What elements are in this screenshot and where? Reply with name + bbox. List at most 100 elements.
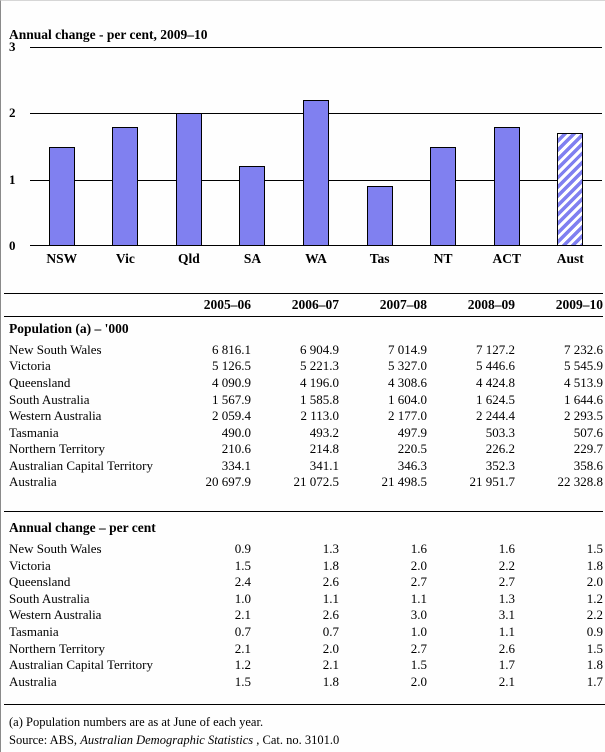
cell-value: 346.3 (397, 457, 427, 473)
cell-value: 229.7 (573, 441, 603, 457)
cell-value: 1 644.6 (564, 391, 603, 407)
bottom-rule (4, 703, 605, 705)
cell-value: 2 244.4 (476, 408, 515, 424)
cell-value: 2.4 (234, 574, 251, 590)
x-label-qld: Qld (178, 251, 200, 266)
bar-slot-wa (284, 47, 348, 246)
row-label: Victoria (9, 358, 51, 374)
table-row: Victoria 5 126.5 5 221.3 5 327.0 5 446.6 5 54… (4, 358, 603, 375)
cell-value: 214.8 (309, 441, 339, 457)
cell-value: 21 072.5 (293, 474, 340, 490)
table-section: Annual change – per cent New South Wales 0… (4, 511, 603, 704)
bar-slot-aust (539, 47, 603, 246)
cell-value: 20 697.9 (205, 474, 252, 490)
row-label: New South Wales (9, 541, 102, 557)
bar-slot-act (475, 47, 539, 246)
y-tick-label-3: 3 (9, 39, 16, 54)
cell-value: 5 446.6 (476, 358, 515, 374)
bar-sa (239, 166, 266, 246)
row-label: Northern Territory (9, 640, 105, 656)
table-row: South Australia 1 567.9 1 585.8 1 604.0 1 62… (4, 391, 603, 408)
year-header-blank-cell (4, 293, 163, 317)
cell-value: 21 498.5 (381, 474, 428, 490)
x-label-wa: WA (305, 251, 327, 266)
table-row: Victoria 1.5 1.8 2.0 2.2 1.8 (4, 557, 603, 574)
cell-value: 3.1 (498, 607, 515, 623)
cell-value: 2 293.5 (564, 408, 603, 424)
data-table: 2005–06 2006–07 2007–08 2008–09 2009–10 Popu… (4, 293, 603, 704)
bar-vic (112, 126, 139, 246)
cell-value: 6 904.9 (300, 341, 339, 357)
bar-slot-sa (221, 47, 285, 246)
cell-value: 3.0 (410, 607, 427, 623)
cell-value: 2.6 (498, 640, 515, 656)
row-label: Northern Territory (9, 441, 105, 457)
cell-value: 210.6 (221, 441, 251, 457)
row-label: Australian Capital Territory (9, 657, 153, 673)
y-tick-label-0: 0 (9, 238, 16, 253)
cell-value: 1.8 (586, 557, 603, 573)
footnotes: (a) Population numbers are as at June of… (1, 705, 605, 750)
bar-slot-vic (94, 47, 158, 246)
table-row: New South Wales 6 816.1 6 904.9 7 014.9 7 12… (4, 342, 603, 359)
bar-aust (557, 133, 584, 246)
cell-value: 4 196.0 (300, 374, 339, 390)
bar-act (493, 126, 520, 246)
cell-value: 2.1 (234, 640, 251, 656)
cell-value: 1.5 (234, 673, 251, 689)
cell-value: 507.6 (573, 424, 603, 440)
cell-value: 1.0 (410, 624, 427, 640)
cell-value: 1 624.5 (476, 391, 515, 407)
cell-value: 1.2 (234, 657, 251, 673)
cell-value: 226.2 (485, 441, 515, 457)
bar-slot-nsw (30, 47, 94, 246)
x-label-act: ACT (492, 251, 521, 266)
cell-value: 490.0 (221, 424, 251, 440)
gridline-3 (30, 47, 602, 48)
bar-wa (303, 100, 330, 246)
cell-value: 358.6 (573, 457, 603, 473)
cell-value: 7 127.2 (476, 341, 515, 357)
year-header-cell: 2007–08 (339, 293, 427, 317)
table-section: Population (a) – '000 New South Wales 6 81… (4, 317, 603, 512)
row-label: South Australia (9, 590, 90, 606)
cell-value: 1.6 (410, 541, 427, 557)
footnote-a: (a) Population numbers are as at June of… (9, 714, 264, 729)
cell-value: 2.0 (586, 574, 603, 590)
cell-value: 1.1 (498, 624, 515, 640)
table-row: Tasmania 490.0 493.2 497.9 503.3 507.6 (4, 424, 603, 441)
row-label: Western Australia (9, 408, 102, 424)
row-label: Australia (9, 673, 57, 689)
cell-value: 341.1 (309, 457, 339, 473)
x-axis-labels: NSW Vic Qld SA WA Tas NT ACT Aust (30, 246, 602, 267)
cell-value: 1.3 (498, 590, 515, 606)
cell-value: 2.7 (498, 574, 515, 590)
cell-value: 1.5 (586, 541, 603, 557)
section-header: Annual change – per cent (4, 511, 603, 541)
cell-value: 2.0 (410, 673, 427, 689)
cell-value: 1 604.0 (388, 391, 427, 407)
x-label-tas: Tas (369, 251, 390, 266)
cell-value: 2 177.0 (388, 408, 427, 424)
cell-value: 4 308.6 (388, 374, 427, 390)
cell-value: 7 014.9 (388, 341, 427, 357)
source-suffix: , Cat. no. 3101.0 (253, 733, 340, 747)
bar-nsw (48, 146, 75, 246)
cell-value: 4 090.9 (212, 374, 251, 390)
cell-value: 334.1 (221, 457, 251, 473)
cell-value: 6 816.1 (212, 341, 251, 357)
section-header-row: Population (a) – '000 (4, 317, 603, 342)
y-tick-label-1: 1 (9, 171, 16, 187)
x-label-vic: Vic (115, 251, 135, 266)
table-row: Western Australia 2.1 2.6 3.0 3.1 2.2 (4, 607, 603, 624)
cell-value: 1 585.8 (300, 391, 339, 407)
row-label: Queensland (9, 574, 71, 590)
row-label: New South Wales (9, 341, 102, 357)
cell-value: 5 221.3 (300, 358, 339, 374)
bar-chart: 3 2 1 0 (1, 39, 605, 253)
cell-value: 220.5 (397, 441, 427, 457)
table-row: South Australia 1.0 1.1 1.1 1.3 1.2 (4, 591, 603, 608)
cell-value: 1 567.9 (212, 391, 251, 407)
cell-value: 1.6 (498, 541, 515, 557)
